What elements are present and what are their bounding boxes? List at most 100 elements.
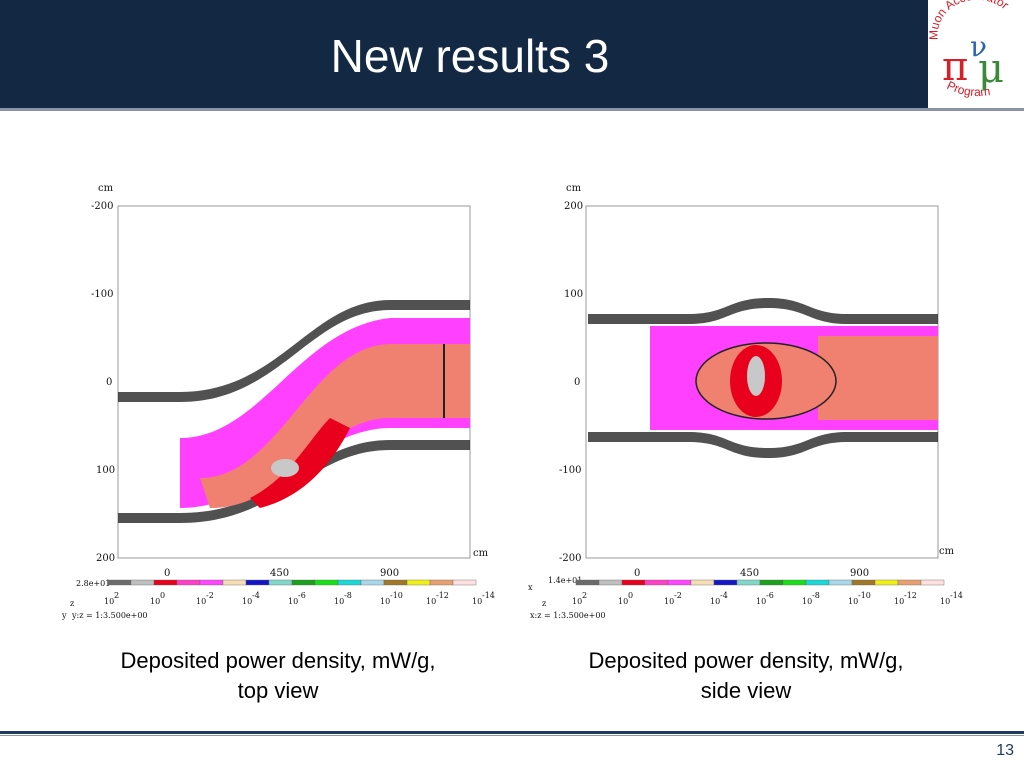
slide-title: New results 3 — [330, 30, 610, 82]
peak-density-spot — [747, 356, 765, 396]
colorbar-label-exponent: -2 — [674, 591, 682, 600]
y-tick: 100 — [96, 465, 115, 476]
y-tick: 200 — [564, 201, 583, 212]
max-value-label: 1.4e+01 — [548, 576, 582, 585]
colorbar-label: 10 — [242, 597, 252, 606]
side-view-svg: cm 200 100 0 -100 -200 cm 0 450 900 1.4e… — [528, 183, 963, 620]
colorbar-label: 10 — [426, 597, 436, 606]
mid-density-region — [818, 336, 938, 420]
upper-magnet-coil — [588, 298, 938, 324]
colorbar-label: 10 — [618, 597, 628, 606]
colorbar-swatch — [337, 579, 362, 586]
colorbar-swatch — [452, 579, 477, 586]
colorbar-label-exponent: -14 — [482, 591, 495, 600]
colorbar-swatch — [690, 579, 715, 586]
y-unit-label: cm — [98, 183, 114, 194]
colorbar-label-exponent: -10 — [858, 591, 871, 600]
logo-nu-glyph: ν — [970, 30, 987, 63]
y-tick: -200 — [91, 201, 113, 212]
colorbar-swatch — [153, 579, 178, 586]
x-tick: 900 — [380, 568, 399, 579]
x-tick: 0 — [634, 568, 640, 579]
high-density-region — [250, 418, 350, 508]
colorbar-label: 10 — [472, 597, 482, 606]
colorbar-swatch — [291, 579, 316, 586]
colorbar-label-exponent: -10 — [390, 591, 403, 600]
colorbar — [575, 579, 945, 586]
colorbar-swatch — [874, 579, 899, 586]
colorbar-label: 10 — [802, 597, 812, 606]
title-bar — [0, 0, 1024, 108]
page-number: 13 — [996, 742, 1014, 759]
colorbar-swatch — [621, 579, 646, 586]
max-value-label: 2.8e+01 — [76, 579, 110, 588]
x-tick: 450 — [740, 568, 759, 579]
colorbar-swatch — [736, 579, 761, 586]
colorbar-label: 10 — [756, 597, 766, 606]
x-unit-label: cm — [939, 546, 955, 557]
upper-magnet-coil — [118, 300, 470, 402]
side-view-caption: Deposited power density, mW/g, side view — [536, 646, 956, 706]
colorbar-label-exponent: -6 — [766, 591, 774, 600]
y-tick: 200 — [96, 553, 115, 564]
colorbar-swatch — [667, 579, 692, 586]
colorbar-swatch — [199, 579, 224, 586]
y-tick: 0 — [106, 377, 112, 388]
top-view-plot: cm -200 -100 0 100 200 cm 0 450 900 2.8e… — [60, 178, 510, 628]
colorbar-label: 10 — [150, 597, 160, 606]
colorbar-swatch — [245, 579, 270, 586]
colorbar-swatch — [268, 579, 293, 586]
colorbar-swatch — [360, 579, 385, 586]
colorbar-label: 10 — [572, 597, 582, 606]
colorbar-swatch — [222, 579, 247, 586]
colorbar-label: 10 — [334, 597, 344, 606]
x-tick: 900 — [850, 568, 869, 579]
y-tick: 0 — [574, 377, 580, 388]
colorbar-label: 10 — [380, 597, 390, 606]
colorbar-swatch — [406, 579, 431, 586]
colorbar-label: 10 — [894, 597, 904, 606]
colorbar-label-exponent: -2 — [206, 591, 214, 600]
colorbar-label-exponent: 2 — [114, 591, 119, 600]
colorbar-label: 10 — [940, 597, 950, 606]
colorbar-swatch — [383, 579, 408, 586]
colorbar-label: 10 — [664, 597, 674, 606]
colorbar-swatch — [851, 579, 876, 586]
colorbar-swatch — [897, 579, 922, 586]
x-tick: 450 — [270, 568, 289, 579]
colorbar-label: 10 — [104, 597, 114, 606]
colorbar-swatch — [759, 579, 784, 586]
scale-label: x:z = 1:3.500e+00 — [530, 611, 606, 620]
colorbar-label: 10 — [848, 597, 858, 606]
axes-label-1: z — [70, 599, 74, 608]
colorbar-swatch — [130, 579, 155, 586]
colorbar-swatch — [176, 579, 201, 586]
side-view-caption-line2: side view — [700, 678, 792, 703]
colorbar-swatch — [429, 579, 454, 586]
top-view-caption-line2: top view — [237, 678, 319, 703]
colorbar-swatch — [713, 579, 738, 586]
colorbar-swatch — [107, 579, 132, 586]
title-bar-rule — [0, 108, 1024, 111]
colorbar-label-exponent: -6 — [298, 591, 306, 600]
y-tick: -100 — [559, 465, 581, 476]
colorbar-swatch — [314, 579, 339, 586]
colorbar-label-exponent: -14 — [950, 591, 963, 600]
colorbar-label: 10 — [288, 597, 298, 606]
x-unit-label: cm — [473, 548, 489, 559]
axes-label-2: z — [542, 599, 546, 608]
colorbar-swatch — [644, 579, 669, 586]
colorbar-swatch — [828, 579, 853, 586]
colorbar-swatch — [920, 579, 945, 586]
footer-rule-thin — [0, 735, 1024, 736]
colorbar-swatch — [782, 579, 807, 586]
top-view-caption: Deposited power density, mW/g, top view — [68, 646, 488, 706]
logo-mu-glyph: μ — [978, 46, 1004, 92]
muon-accelerator-program-logo: Muon Accelerator Program π ν μ — [927, 0, 1024, 108]
top-view-caption-line1: Deposited power density, mW/g, — [120, 648, 436, 673]
colorbar-swatch — [598, 579, 623, 586]
y-tick: -100 — [91, 289, 113, 300]
colorbar-label-exponent: -12 — [436, 591, 449, 600]
